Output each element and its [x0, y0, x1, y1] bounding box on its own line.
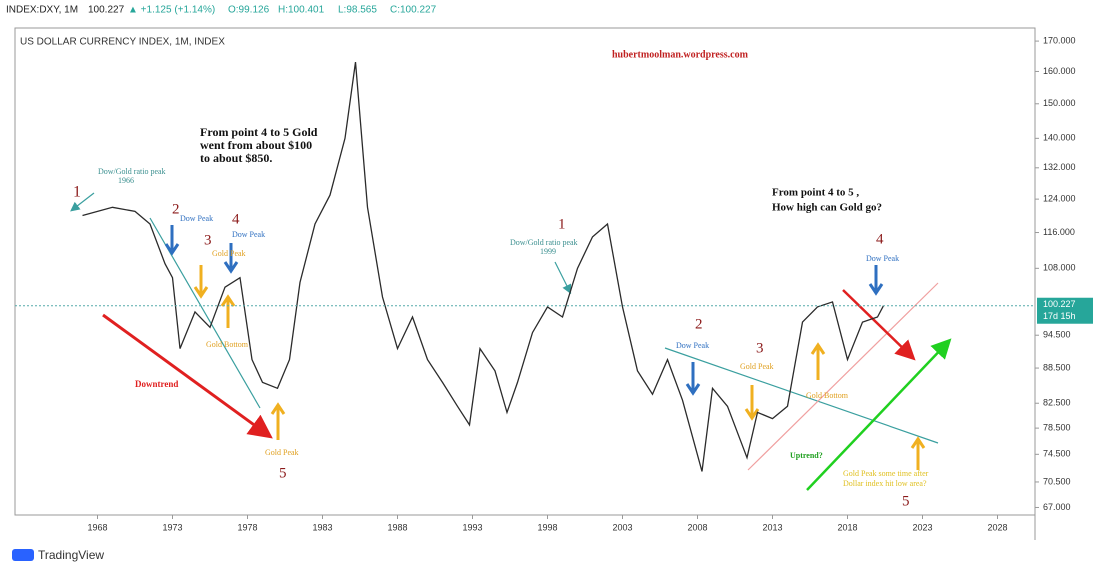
chart-title: US DOLLAR CURRENCY INDEX, 1M, INDEX	[20, 37, 225, 48]
price-line	[82, 62, 885, 472]
up-arrow	[810, 342, 826, 380]
pointer	[554, 261, 572, 295]
up-arrow	[910, 436, 926, 470]
annotation: 1	[73, 184, 81, 201]
y-tick-label: 160.000	[1043, 66, 1076, 76]
x-tick-label: 1998	[537, 522, 557, 532]
annotation: Gold Peak	[265, 448, 299, 457]
annotation: 3	[204, 232, 212, 248]
annotation: Dow/Gold ratio peak	[510, 238, 578, 247]
x-tick-label: 2003	[612, 522, 632, 532]
uptrend-arrow	[806, 338, 952, 491]
x-tick-label: 2013	[762, 522, 782, 532]
annotation: 4	[876, 231, 884, 247]
y-tick-label: 150.000	[1043, 98, 1076, 108]
x-tick-label: 1988	[387, 522, 407, 532]
plot-frame	[14, 27, 1036, 516]
annotation: How high can Gold go?	[772, 202, 882, 214]
up-arrow	[270, 402, 286, 440]
annotation: 1999	[540, 247, 556, 256]
x-tick-label: 1993	[462, 522, 482, 532]
header-change: ▲ +1.125 (+1.14%)	[128, 5, 215, 16]
downtrend-arrow	[102, 313, 273, 439]
annotation: From point 4 to 5 Gold	[200, 125, 318, 139]
x-tick-label: 1968	[87, 522, 107, 532]
annotation: hubertmoolman.wordpress.com	[612, 49, 749, 60]
y-tick-label: 70.500	[1043, 476, 1071, 486]
annotation: 2	[172, 201, 180, 217]
tradingview-logo: TradingView	[12, 548, 104, 562]
header-high: H:100.401	[278, 5, 325, 16]
annotation: Dollar index hit low area?	[843, 479, 927, 488]
y-tick-label: 124.000	[1043, 194, 1076, 204]
countdown: 17d 15h	[1043, 311, 1076, 321]
annotation: Gold Bottom	[806, 391, 849, 400]
annotation: Uptrend?	[790, 451, 823, 460]
header-symbol: INDEX:DXY, 1M	[6, 5, 78, 16]
annotation: From point 4 to 5 ,	[772, 187, 859, 199]
x-tick-label: 2028	[987, 522, 1007, 532]
y-tick-label: 170.000	[1043, 35, 1076, 45]
annotation: Gold Bottom	[206, 340, 249, 349]
header-close: C:100.227	[390, 5, 437, 16]
annotation: Dow Peak	[866, 254, 899, 263]
annotation: 1966	[118, 176, 134, 185]
annotation: went from about $100	[200, 138, 312, 152]
y-tick-label: 88.500	[1043, 362, 1071, 372]
annotation: Dow/Gold ratio peak	[98, 167, 166, 176]
x-tick-label: 2018	[837, 522, 857, 532]
up-arrow	[220, 294, 236, 328]
down-arrow	[868, 265, 884, 296]
down-arrow	[685, 362, 701, 396]
logo-icon	[12, 549, 34, 561]
support-line	[747, 282, 939, 471]
x-tick-label: 1983	[312, 522, 332, 532]
annotation: Gold Peak some time after	[843, 469, 929, 478]
y-tick-label: 78.500	[1043, 422, 1071, 432]
x-tick-label: 1973	[162, 522, 182, 532]
y-tick-label: 140.000	[1043, 133, 1076, 143]
down-arrow	[193, 265, 209, 299]
annotation: 5	[902, 493, 910, 509]
last-price-box	[1037, 297, 1093, 324]
annotation: Gold Peak	[212, 249, 246, 258]
annotation: Dow Peak	[676, 341, 709, 350]
annotation: to about $850.	[200, 151, 272, 165]
y-tick-label: 132.000	[1043, 162, 1076, 172]
trend-line	[664, 347, 939, 444]
annotation: 4	[232, 211, 240, 227]
annotation: Gold Peak	[740, 362, 774, 371]
annotation: Dow Peak	[232, 230, 265, 239]
y-tick-label: 116.000	[1043, 227, 1075, 237]
annotation: Dow Peak	[180, 214, 213, 223]
y-tick-label: 108.000	[1043, 263, 1076, 273]
y-tick-label: 94.500	[1043, 330, 1071, 340]
pointer	[70, 192, 95, 212]
drawings	[70, 192, 952, 491]
down-arrow	[842, 289, 916, 361]
annotation: 1	[558, 216, 566, 232]
header-open: O:99.126	[228, 5, 270, 16]
y-tick-label: 82.500	[1043, 398, 1071, 408]
x-tick-label: 1978	[237, 522, 257, 532]
y-tick-label: 74.500	[1043, 449, 1071, 459]
x-tick-label: 2023	[912, 522, 932, 532]
down-arrow	[223, 243, 239, 274]
annotation: 3	[756, 340, 764, 356]
down-arrow	[164, 225, 180, 256]
annotation: 2	[695, 316, 703, 332]
header-price: 100.227	[88, 5, 125, 16]
y-tick-label: 67.000	[1043, 502, 1071, 512]
header-low: L:98.565	[338, 5, 377, 16]
down-arrow	[744, 385, 760, 421]
last-price-label: 100.227	[1043, 299, 1076, 309]
x-tick-label: 2008	[687, 522, 707, 532]
annotation: Downtrend	[135, 379, 178, 389]
brand: TradingView	[38, 548, 104, 562]
annotation: 5	[279, 465, 287, 481]
